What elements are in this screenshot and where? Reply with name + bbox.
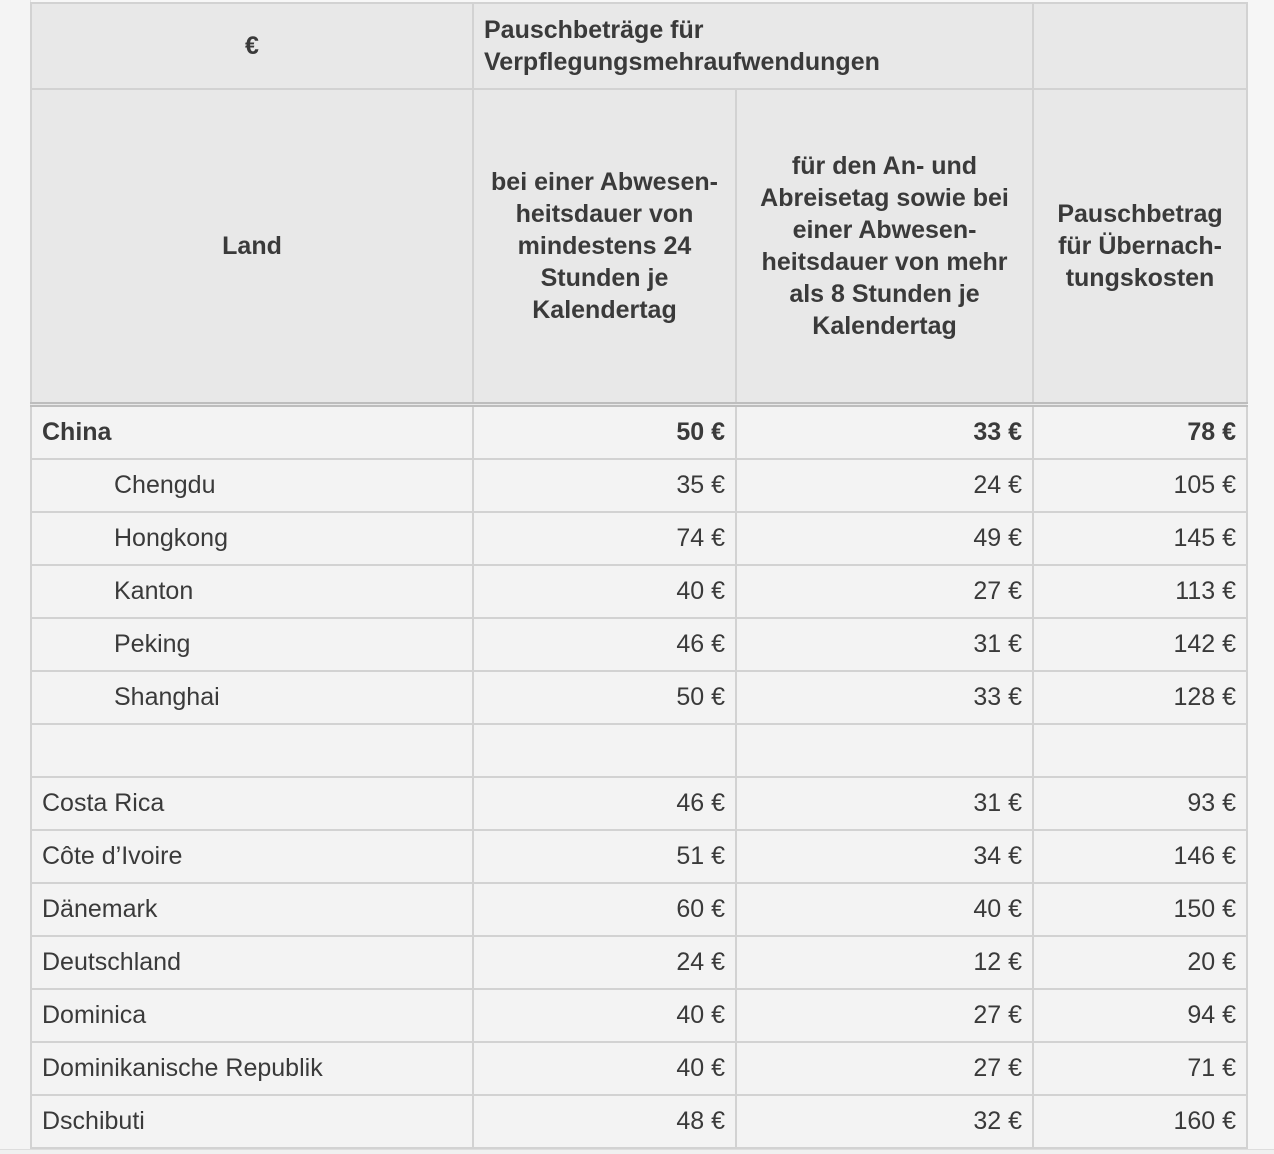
overnight-cell: 160 € bbox=[1032, 1094, 1249, 1149]
table-row: Kanton 40 €27 €113 € bbox=[30, 564, 1249, 619]
amount-24h-cell: 60 € bbox=[472, 882, 737, 937]
table-row: Costa Rica 46 €31 €93 € bbox=[30, 776, 1249, 831]
overnight-cell: 145 € bbox=[1032, 511, 1249, 566]
overnight-cell: 105 € bbox=[1032, 458, 1249, 513]
land-cell: Dominica bbox=[30, 988, 474, 1043]
amount-8h-cell: 33 € bbox=[734, 670, 1035, 725]
overnight-cell: 78 € bbox=[1032, 403, 1249, 460]
table-row: China 50 €33 €78 € bbox=[30, 403, 1249, 460]
amount-8h-cell: 31 € bbox=[734, 776, 1035, 831]
overnight-cell: 94 € bbox=[1032, 988, 1249, 1043]
land-cell: China bbox=[30, 403, 474, 460]
land-header: Land bbox=[30, 88, 474, 407]
amount-8h-cell: 32 € bbox=[734, 1094, 1035, 1149]
col-24h-header: bei einer Abwesen-heitsdauer von mindest… bbox=[472, 88, 737, 407]
land-cell: Dänemark bbox=[30, 882, 474, 937]
land-cell: Chengdu bbox=[30, 458, 474, 513]
amount-24h-cell: 35 € bbox=[472, 458, 737, 513]
bottom-edge bbox=[0, 1149, 1274, 1154]
amount-8h-cell: 12 € bbox=[734, 935, 1035, 990]
amount-24h-cell: 48 € bbox=[472, 1094, 737, 1149]
page-margin-right bbox=[1246, 0, 1274, 1154]
amount-24h-cell: 51 € bbox=[472, 829, 737, 884]
amount-8h-cell: 34 € bbox=[734, 829, 1035, 884]
amount-24h-cell: 46 € bbox=[472, 776, 737, 831]
land-cell bbox=[30, 723, 474, 778]
amount-24h-cell: 40 € bbox=[472, 988, 737, 1043]
overnight-cell: 71 € bbox=[1032, 1041, 1249, 1096]
amount-24h-cell: 50 € bbox=[472, 403, 737, 460]
land-cell: Dschibuti bbox=[30, 1094, 474, 1149]
land-cell: Costa Rica bbox=[30, 776, 474, 831]
overnight-header: Pauschbetrag für Übernach-tungskosten bbox=[1032, 88, 1249, 407]
amount-24h-cell bbox=[472, 723, 737, 778]
col-8h-header: für den An- und Abreisetag sowie bei ein… bbox=[734, 88, 1035, 407]
overnight-cell: 146 € bbox=[1032, 829, 1249, 884]
amount-8h-cell: 31 € bbox=[734, 617, 1035, 672]
overnight-cell: 113 € bbox=[1032, 564, 1249, 619]
table-row: Dschibuti 48 €32 €160 € bbox=[30, 1094, 1249, 1149]
amount-24h-cell: 46 € bbox=[472, 617, 737, 672]
amount-24h-cell: 24 € bbox=[472, 935, 737, 990]
table-row: Chengdu 35 €24 €105 € bbox=[30, 458, 1249, 513]
overnight-cell bbox=[1032, 723, 1249, 778]
amount-8h-cell: 40 € bbox=[734, 882, 1035, 937]
amount-24h-cell: 40 € bbox=[472, 564, 737, 619]
amount-8h-cell: 49 € bbox=[734, 511, 1035, 566]
overnight-cell: 142 € bbox=[1032, 617, 1249, 672]
group-header: Pauschbeträge für Verpflegungsmehraufwen… bbox=[471, 2, 1035, 90]
table-row: Peking 46 €31 €142 € bbox=[30, 617, 1249, 672]
land-cell: Peking bbox=[30, 617, 474, 672]
table-row: Hongkong 74 €49 €145 € bbox=[30, 511, 1249, 566]
land-cell: Dominikanische Republik bbox=[30, 1041, 474, 1096]
amount-8h-cell: 27 € bbox=[734, 564, 1035, 619]
land-cell: Deutschland bbox=[30, 935, 474, 990]
allowance-table: € Pauschbeträge für Verpflegungsmehraufw… bbox=[30, 2, 1249, 1149]
page-margin-left bbox=[0, 0, 31, 1154]
table-row bbox=[30, 723, 1249, 778]
empty-header bbox=[1032, 2, 1249, 90]
table-row: Dänemark 60 €40 €150 € bbox=[30, 882, 1249, 937]
amount-24h-cell: 40 € bbox=[472, 1041, 737, 1096]
amount-24h-cell: 74 € bbox=[472, 511, 737, 566]
table-row: Côte d’Ivoire 51 €34 €146 € bbox=[30, 829, 1249, 884]
amount-8h-cell bbox=[734, 723, 1035, 778]
amount-8h-cell: 33 € bbox=[734, 403, 1035, 460]
overnight-cell: 150 € bbox=[1032, 882, 1249, 937]
land-cell: Côte d’Ivoire bbox=[30, 829, 474, 884]
amount-24h-cell: 50 € bbox=[472, 670, 737, 725]
table-row: Dominikanische Republik 40 €27 €71 € bbox=[30, 1041, 1249, 1096]
land-cell: Hongkong bbox=[30, 511, 474, 566]
overnight-cell: 128 € bbox=[1032, 670, 1249, 725]
table-row: Shanghai 50 €33 €128 € bbox=[30, 670, 1249, 725]
land-cell: Shanghai bbox=[30, 670, 474, 725]
currency-header: € bbox=[30, 2, 474, 90]
table-row: Deutschland 24 €12 €20 € bbox=[30, 935, 1249, 990]
amount-8h-cell: 27 € bbox=[734, 1041, 1035, 1096]
table-row: Dominica 40 €27 €94 € bbox=[30, 988, 1249, 1043]
land-cell: Kanton bbox=[30, 564, 474, 619]
amount-8h-cell: 27 € bbox=[734, 988, 1035, 1043]
amount-8h-cell: 24 € bbox=[734, 458, 1035, 513]
overnight-cell: 20 € bbox=[1032, 935, 1249, 990]
overnight-cell: 93 € bbox=[1032, 776, 1249, 831]
